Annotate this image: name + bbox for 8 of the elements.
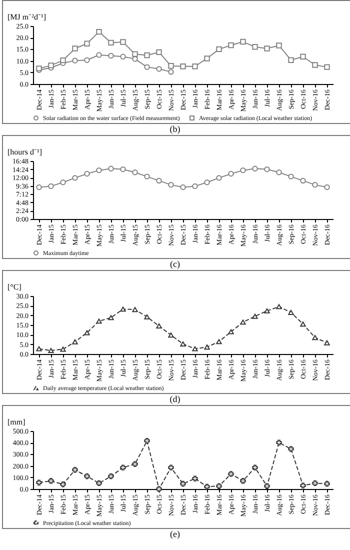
y-axis-title: [hours d⁻¹] xyxy=(8,148,42,156)
text: (d) xyxy=(168,394,182,405)
y-axis-title: [MJ m⁻²d⁻¹] xyxy=(8,12,46,22)
text: (b) xyxy=(168,124,182,135)
y-axis-title: [°C] xyxy=(8,282,22,292)
y-axis-title: [mm] xyxy=(8,418,26,426)
text: (e) xyxy=(169,529,181,540)
text: (c) xyxy=(169,259,181,270)
